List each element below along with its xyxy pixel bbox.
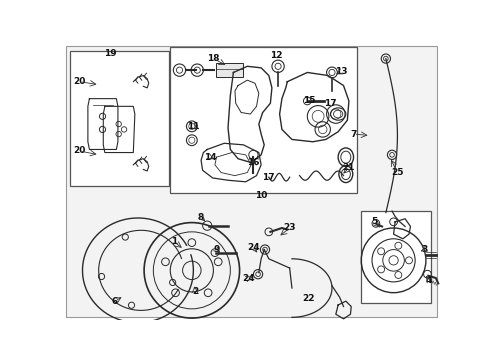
Text: 25: 25 (391, 168, 404, 177)
Text: 24: 24 (243, 274, 255, 283)
Text: 18: 18 (207, 54, 220, 63)
FancyBboxPatch shape (217, 63, 244, 77)
Text: 10: 10 (255, 191, 268, 200)
Text: 19: 19 (104, 49, 117, 58)
Text: 22: 22 (303, 294, 315, 303)
Text: 20: 20 (73, 77, 86, 86)
Text: 23: 23 (283, 224, 296, 233)
Text: 15: 15 (303, 96, 315, 105)
Text: 17: 17 (324, 99, 337, 108)
Text: 21: 21 (343, 163, 355, 172)
Text: 5: 5 (371, 217, 377, 226)
Text: 14: 14 (204, 153, 217, 162)
Text: 4: 4 (426, 276, 432, 285)
Text: 12: 12 (270, 51, 283, 60)
FancyBboxPatch shape (66, 46, 437, 317)
Text: 9: 9 (213, 245, 220, 254)
Text: 1: 1 (171, 237, 177, 246)
Text: 13: 13 (335, 67, 347, 76)
Text: 16: 16 (247, 158, 260, 167)
Text: 24: 24 (247, 243, 260, 252)
Text: 20: 20 (73, 147, 86, 156)
Text: 17: 17 (263, 174, 275, 183)
FancyBboxPatch shape (70, 51, 169, 186)
Text: 2: 2 (192, 287, 198, 296)
Text: 6: 6 (112, 297, 118, 306)
Text: 11: 11 (187, 122, 199, 131)
FancyBboxPatch shape (171, 47, 357, 193)
Text: 7: 7 (350, 130, 357, 139)
FancyBboxPatch shape (361, 211, 431, 303)
Text: 3: 3 (421, 245, 427, 254)
Text: 8: 8 (198, 213, 204, 222)
